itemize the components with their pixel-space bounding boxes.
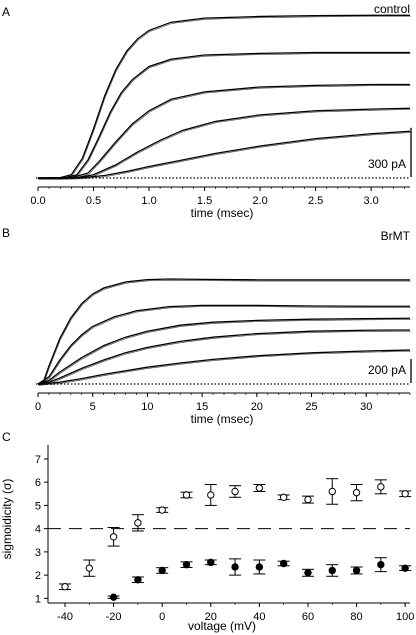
panel-c-y-tick-label: 2	[35, 570, 41, 582]
panel-c-y-label: sigmoidicity (σ)	[0, 479, 14, 560]
a-fit-0	[38, 16, 411, 180]
panel-a-x-axis: 0.0 0.5 1.0 1.5 2.0 2.5 3.0	[30, 186, 410, 207]
a-x-tick-label: 0.5	[86, 195, 101, 207]
panel-c-point-open	[231, 487, 239, 496]
panel-c-y-tick-label: 3	[35, 547, 41, 559]
b-trace-3	[37, 329, 411, 385]
a-x-tick-label: 1.5	[197, 195, 212, 207]
panel-c-point-filled	[401, 564, 409, 572]
b-fit-4	[38, 350, 411, 386]
b-x-tick-label: 20	[251, 401, 263, 413]
b-trace-1	[37, 304, 410, 385]
panel-b-traces	[37, 278, 411, 386]
panel-a-traces	[37, 14, 411, 180]
a-trace-1	[37, 51, 410, 179]
panel-c-point-open	[255, 484, 264, 492]
a-trace-4	[37, 130, 411, 179]
a-trace-0	[37, 14, 410, 179]
panel-c-x-tick-label: 100	[396, 611, 414, 623]
a-x-tick-label: 3.0	[363, 195, 378, 207]
panel-c-point-open	[109, 533, 118, 541]
b-fit-1	[38, 306, 411, 386]
panel-b-scale-label: 200 pA	[368, 363, 406, 377]
panel-b-x-axis: 0 5 10 15 20 25 30	[35, 392, 411, 413]
b-x-tick-label: 25	[305, 401, 317, 413]
panel-label-c: C	[2, 430, 11, 444]
a-x-tick-label: 1.0	[141, 195, 156, 207]
panel-c-point-open	[134, 519, 142, 527]
panel-c-point-filled	[158, 566, 166, 575]
panel-c-x-tick-label: 40	[253, 611, 265, 623]
panel-c-point-open	[352, 488, 361, 497]
panel-c-point-open	[182, 491, 191, 499]
panel-c-point-filled	[352, 566, 361, 575]
b-trace-0	[37, 278, 410, 385]
b-fit-2	[38, 319, 411, 386]
panel-c-point-open	[85, 564, 94, 572]
panel-c-axes: -40 -20 0 20 40 60 80 100 1 2 3 4 5 6 7	[35, 445, 414, 623]
panel-c-x-label: voltage (mV)	[188, 619, 256, 633]
panel-a-annotation: control	[374, 2, 410, 16]
panel-c-point-open	[207, 491, 215, 499]
panel-c-point-filled	[207, 558, 215, 567]
a-x-tick-label: 0.0	[30, 195, 45, 207]
panel-label-b: B	[2, 226, 10, 240]
a-trace-3	[37, 107, 411, 179]
b-fit-0	[38, 279, 411, 386]
panel-a-x-label: time (msec)	[191, 206, 254, 220]
a-fit-4	[38, 132, 411, 180]
panel-c-point-filled	[231, 563, 239, 571]
a-fit-2	[38, 85, 411, 180]
panel-c-point-filled	[255, 563, 264, 571]
panel-c-x-tick-label: 0	[159, 611, 165, 623]
b-x-tick-label: 5	[90, 401, 96, 413]
panel-c-point-open	[377, 483, 385, 491]
a-fit-1	[38, 53, 411, 180]
panel-c-x-tick-label: 20	[205, 611, 217, 623]
panel-label-a: A	[2, 5, 10, 19]
panel-c-point-filled	[304, 569, 312, 577]
panel-b-annotation: BrMT	[381, 229, 411, 243]
panel-c-y-tick-label: 4	[35, 524, 41, 536]
panel-c-point-open	[328, 487, 336, 496]
panel-c-x-tick-label: 80	[350, 611, 362, 623]
panel-c-point-open	[61, 583, 69, 591]
panel-c-point-open	[401, 490, 409, 498]
panel-c-x-tick-label: -40	[57, 611, 73, 623]
b-x-tick-label: 15	[196, 401, 208, 413]
panel-c-x-tick-label: 60	[302, 611, 314, 623]
panel-c-point-open	[158, 506, 166, 514]
a-x-tick-label: 2.5	[308, 195, 323, 207]
panel-c-point-filled	[182, 560, 191, 569]
panel-c-point-open	[279, 493, 288, 501]
panel-c-y-tick-label: 5	[35, 500, 41, 512]
a-trace-2	[37, 83, 410, 179]
panel-c-point-filled	[377, 560, 385, 569]
b-trace-4	[37, 349, 411, 385]
panel-b-x-label: time (msec)	[191, 412, 254, 426]
panel-c-point-filled	[328, 566, 336, 575]
b-x-tick-label: 10	[141, 401, 153, 413]
panel-c-y-tick-label: 6	[35, 477, 41, 489]
panel-c-x-tick-label: -20	[106, 611, 122, 623]
panel-c-point-filled	[109, 593, 118, 601]
panel-c-points	[59, 478, 412, 601]
panel-c-y-tick-label: 7	[35, 454, 41, 466]
a-x-tick-label: 2.0	[252, 195, 267, 207]
b-x-tick-label: 30	[360, 401, 372, 413]
b-fit-3	[38, 330, 411, 386]
panel-c-y-tick-label: 1	[35, 593, 41, 605]
panel-a-scale-label: 300 pA	[368, 157, 406, 171]
panel-c-point-open	[304, 495, 312, 504]
b-trace-2	[37, 317, 411, 385]
panel-c-point-filled	[134, 576, 142, 584]
panel-c-point-filled	[279, 559, 288, 568]
b-x-tick-label: 0	[35, 401, 41, 413]
